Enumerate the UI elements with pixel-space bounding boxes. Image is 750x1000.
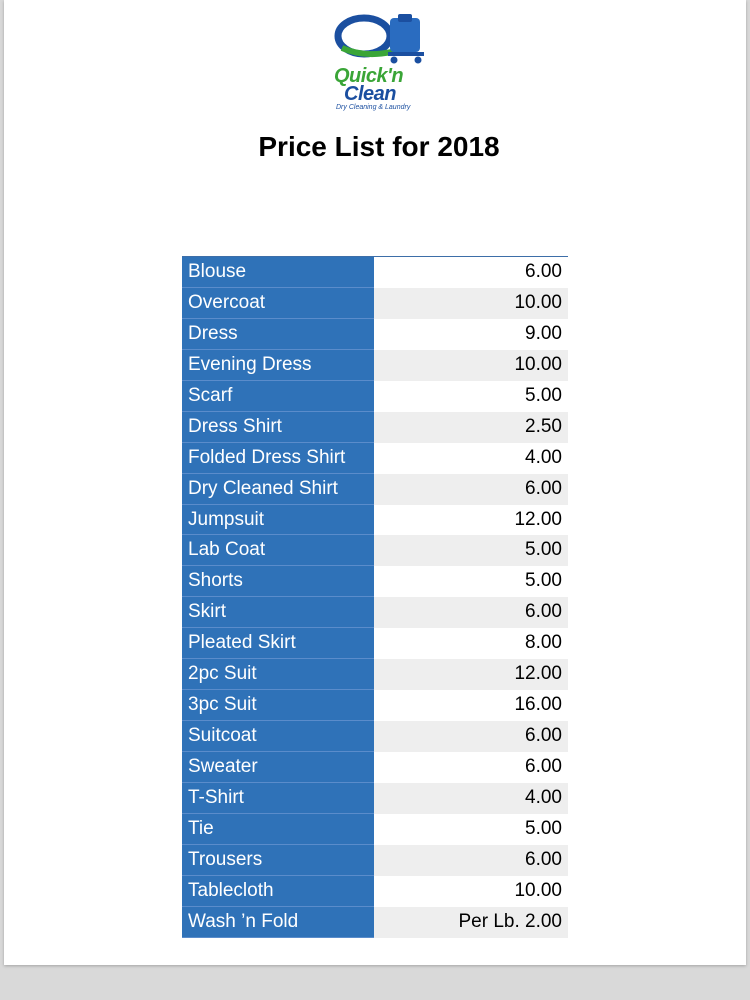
item-price-cell: 16.00 [374,690,568,722]
item-name-cell: 2pc Suit [182,659,374,691]
item-name-cell: Wash ’n Fold [182,906,374,938]
table-row: Overcoat 10.00 [182,287,568,319]
item-name-cell: Blouse [182,257,374,288]
table-row: Blouse 6.00 [182,257,568,288]
price-table: Blouse 6.00 Overcoat 10.00 Dress 9.00 Evening … [182,256,568,938]
page-title: Price List for 2018 [258,131,500,162]
item-name-cell: Evening Dress [182,349,374,381]
item-price-cell: Per Lb. 2.00 [374,906,568,938]
item-price-cell: 5.00 [374,535,568,567]
table-row: 2pc Suit 12.00 [182,659,568,691]
table-row: Wash ’n Fold Per Lb. 2.00 [182,906,568,938]
item-name-cell: 3pc Suit [182,690,374,722]
item-price-cell: 5.00 [374,380,568,412]
item-price-cell: 8.00 [374,628,568,660]
table-row: Pleated Skirt 8.00 [182,628,568,660]
table-row: Skirt 6.00 [182,597,568,629]
table-row: Jumpsuit 12.00 [182,504,568,536]
table-row: Lab Coat 5.00 [182,535,568,567]
table-row: Evening Dress 10.00 [182,349,568,381]
logo-mark-icon [334,14,424,64]
item-name-cell: Trousers [182,844,374,876]
item-price-cell: 5.00 [374,813,568,845]
item-name-cell: Sweater [182,752,374,783]
item-price-cell: 10.00 [374,875,568,907]
table-row: Folded Dress Shirt 4.00 [182,442,568,474]
item-price-cell: 9.00 [374,318,568,350]
item-price-cell: 2.50 [374,411,568,443]
item-price-cell: 6.00 [374,721,568,752]
item-price-cell: 10.00 [374,287,568,319]
item-name-cell: Folded Dress Shirt [182,442,374,474]
item-name-cell: Jumpsuit [182,504,374,536]
table-row: Shorts 5.00 [182,566,568,598]
item-name-cell: Suitcoat [182,721,374,752]
item-price-cell: 10.00 [374,349,568,381]
item-price-cell: 6.00 [374,597,568,629]
item-price-cell: 4.00 [374,442,568,474]
table-row: Dress 9.00 [182,318,568,350]
logo-text-line1: Quick'n [334,65,404,87]
table-row: Scarf 5.00 [182,380,568,412]
item-price-cell: 6.00 [374,752,568,783]
item-price-cell: 6.00 [374,844,568,876]
item-name-cell: Lab Coat [182,535,374,567]
company-logo: Quick'n Clean Dry Cleaning & Laundry [334,12,426,114]
table-row: 3pc Suit 16.00 [182,690,568,722]
table-row: Sweater 6.00 [182,752,568,783]
item-name-cell: Dress Shirt [182,411,374,443]
table-row: Tie 5.00 [182,813,568,845]
item-price-cell: 6.00 [374,257,568,288]
item-price-cell: 4.00 [374,782,568,814]
item-name-cell: Pleated Skirt [182,628,374,660]
logo-tagline: Dry Cleaning & Laundry [336,104,411,111]
item-price-cell: 12.00 [374,659,568,691]
item-name-cell: Tablecloth [182,875,374,907]
table-row: Suitcoat 6.00 [182,721,568,752]
item-price-cell: 12.00 [374,504,568,536]
item-name-cell: Shorts [182,566,374,598]
item-name-cell: Skirt [182,597,374,629]
item-name-cell: Overcoat [182,287,374,319]
table-row: Dry Cleaned Shirt 6.00 [182,473,568,505]
item-name-cell: Dry Cleaned Shirt [182,473,374,505]
item-price-cell: 6.00 [374,473,568,505]
table-row: T-Shirt 4.00 [182,782,568,814]
table-row: Trousers 6.00 [182,844,568,876]
item-price-cell: 5.00 [374,566,568,598]
logo-text-line2: Clean [344,83,396,105]
item-name-cell: Dress [182,318,374,350]
item-name-cell: Scarf [182,380,374,412]
table-row: Dress Shirt 2.50 [182,411,568,443]
table-row: Tablecloth 10.00 [182,875,568,907]
item-name-cell: T-Shirt [182,782,374,814]
item-name-cell: Tie [182,813,374,845]
